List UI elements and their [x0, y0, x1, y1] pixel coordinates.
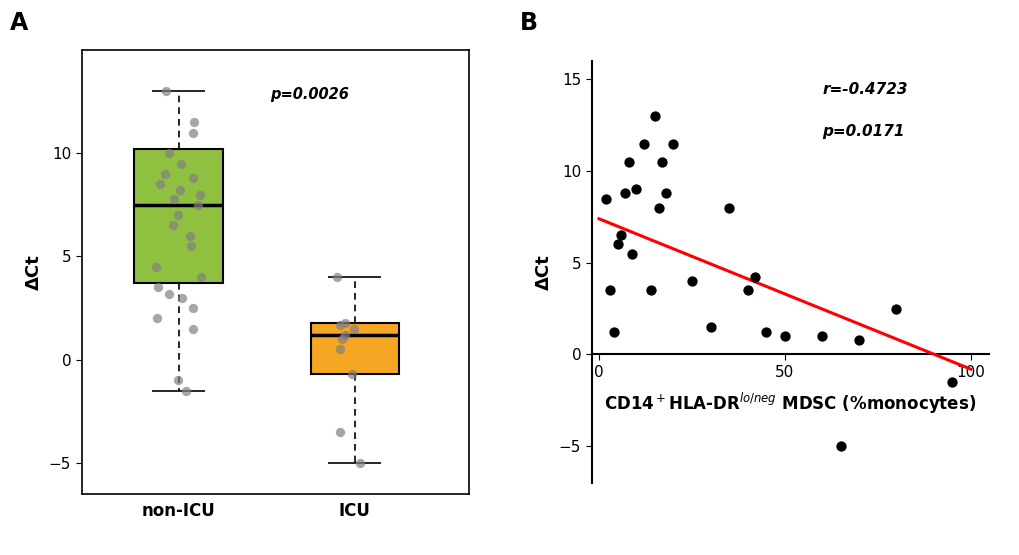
Point — [184, 304, 201, 312]
Point — [345, 324, 362, 333]
Point — [776, 332, 793, 341]
X-axis label: CD14$^+$HLA-DR$^{lo/neg}$ MDSC (%monocytes): CD14$^+$HLA-DR$^{lo/neg}$ MDSC (%monocyt… — [604, 391, 975, 416]
Point — [329, 273, 345, 281]
Point — [149, 314, 165, 323]
Point — [702, 322, 718, 331]
Point — [605, 328, 622, 337]
Point — [646, 112, 662, 120]
Y-axis label: ΔCt: ΔCt — [25, 254, 43, 290]
Point — [164, 221, 180, 230]
Point — [332, 345, 348, 354]
Point — [184, 128, 201, 137]
Point — [850, 335, 866, 344]
Point — [944, 377, 960, 386]
Point — [150, 283, 166, 292]
Point — [612, 231, 629, 240]
Point — [609, 240, 626, 249]
Point — [170, 211, 186, 220]
Point — [182, 241, 199, 250]
Point — [178, 386, 195, 395]
Point — [172, 159, 189, 168]
Point — [664, 139, 681, 148]
Point — [624, 249, 640, 258]
Point — [598, 194, 614, 203]
Point — [185, 118, 202, 127]
Point — [332, 427, 348, 436]
Point — [152, 180, 168, 189]
Text: A: A — [10, 11, 29, 35]
Point — [739, 286, 755, 295]
Point — [157, 169, 173, 178]
Point — [650, 203, 666, 212]
Point — [161, 149, 177, 158]
Point — [832, 442, 848, 451]
Point — [184, 174, 201, 183]
Point — [653, 158, 669, 166]
Point — [628, 185, 644, 194]
Point — [720, 203, 737, 212]
Text: p=0.0026: p=0.0026 — [270, 87, 348, 102]
Point — [888, 304, 904, 313]
Point — [657, 189, 674, 198]
Point — [331, 320, 347, 329]
Point — [173, 294, 190, 302]
Point — [157, 87, 173, 95]
Text: r=-0.4723: r=-0.4723 — [821, 82, 907, 97]
Point — [190, 200, 206, 209]
Point — [336, 330, 353, 339]
Point — [181, 231, 198, 240]
Bar — [311, 322, 398, 374]
Point — [337, 318, 354, 327]
Bar — [135, 149, 222, 283]
Point — [746, 273, 762, 282]
Point — [813, 332, 829, 341]
Text: B: B — [520, 11, 538, 35]
Point — [601, 286, 618, 295]
Point — [169, 376, 185, 385]
Point — [333, 335, 350, 344]
Point — [616, 189, 633, 198]
Point — [683, 277, 699, 286]
Point — [757, 328, 773, 337]
Y-axis label: ΔCt: ΔCt — [535, 254, 552, 290]
Point — [171, 186, 187, 195]
Text: p=0.0171: p=0.0171 — [821, 124, 904, 139]
Point — [161, 289, 177, 298]
Point — [165, 194, 181, 203]
Point — [352, 458, 368, 467]
Point — [185, 324, 202, 333]
Point — [193, 273, 209, 281]
Point — [148, 263, 164, 271]
Point — [642, 286, 658, 295]
Point — [343, 370, 360, 379]
Point — [635, 139, 651, 148]
Point — [192, 190, 208, 199]
Point — [620, 158, 636, 166]
